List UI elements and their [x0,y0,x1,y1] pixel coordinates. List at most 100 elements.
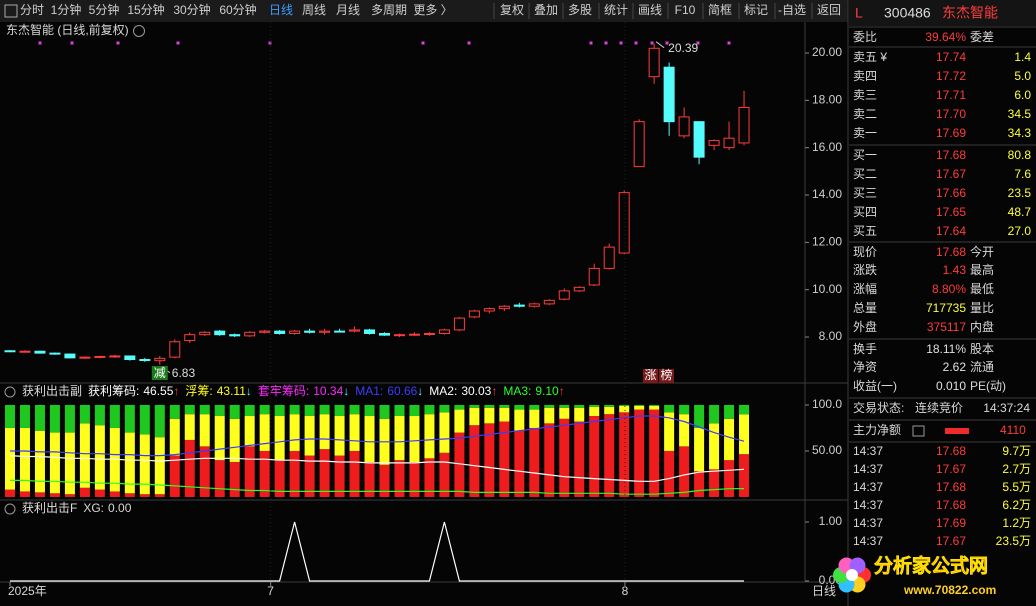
trade-time: 14:37 [853,480,883,494]
stat-label: 股本 [970,342,994,356]
toolbar-button[interactable]: 多股 [568,3,592,17]
toolbar-button[interactable]: 5分钟 [89,2,120,17]
stat-value: 717735 [926,301,966,315]
stacked-bar [304,404,315,417]
toolbar-button[interactable]: 标记 [744,3,768,17]
stacked-bar [649,409,660,497]
stacked-bar [739,454,750,497]
flow-icon[interactable] [912,425,925,437]
signal-dot [634,41,638,45]
x-tick-label: 8 [622,584,629,598]
stacked-bar [124,404,135,433]
stat-label: PE(动) [970,379,1006,393]
candle-body [573,286,585,292]
stacked-bar [19,491,30,497]
toolbar-button[interactable]: 复权 [500,3,524,17]
stacked-bar [169,455,180,497]
book-label: 买一 [853,148,877,162]
candle-body [528,303,540,307]
candle-body [124,355,136,361]
stacked-bar [274,404,285,417]
menu-icon[interactable] [4,4,18,18]
stacked-bar [499,407,510,422]
stacked-bar [274,460,285,497]
book-price: 17.65 [936,205,966,219]
stacked-bar [409,404,420,417]
legend-value: 30.03 [461,384,491,398]
stacked-bar [244,404,255,417]
candle-body [738,106,750,144]
signal-dot [70,41,74,45]
book-price: 17.66 [936,186,966,200]
candle-body [453,317,465,331]
book-price: 17.69 [936,126,966,140]
trade-volume: 2.7万 [1002,462,1031,476]
stock-code: 300486 [884,5,931,21]
legend-value: 60.66 [387,384,417,398]
candle-body [663,66,675,123]
dropdown-icon[interactable] [133,25,145,37]
toolbar-button[interactable]: 更多 〉 [413,3,452,17]
stacked-bar [274,416,285,461]
stacked-bar [49,493,60,497]
toolbar-button[interactable]: 叠加 [534,3,558,17]
toolbar-button[interactable]: 30分钟 [173,2,210,17]
toolbar-button[interactable]: 周线 [302,3,326,17]
toolbar-button[interactable]: 画线 [638,3,662,17]
stacked-bar [259,404,270,415]
stacked-bar [514,404,525,410]
trade-time: 14:37 [853,444,883,458]
candle-body [603,246,615,269]
candle-body [184,334,196,342]
candle-body [259,330,271,333]
legend-value: 43.11 [217,384,246,398]
candle-body [154,357,166,362]
candle-body [49,352,61,355]
indicator-title: 获利出击副 [22,384,82,398]
status-time: 14:37:24 [983,401,1030,415]
legend-trend: ↑ [173,384,179,398]
stacked-bar [154,494,165,497]
book-volume: 80.8 [1008,148,1032,162]
toolbar-button[interactable]: 多周期 [371,3,407,17]
toolbar-button[interactable]: 统计 [604,3,628,17]
indicator-icon[interactable] [4,386,16,398]
stacked-bar [709,469,720,497]
toolbar-button[interactable]: 简框 [708,3,732,17]
stacked-bar [319,449,330,497]
toolbar-button[interactable]: -自选 [778,3,806,17]
toolbar-button[interactable]: 月线 [336,3,360,17]
signal-box [643,369,658,383]
toolbar-button[interactable]: 返回 [817,3,841,17]
toolbar-button[interactable]: 15分钟 [127,2,164,17]
stacked-bar [529,427,540,497]
stat-label: 涨跌 [853,262,877,277]
candle-body [693,121,705,158]
toolbar-button[interactable]: 60分钟 [219,2,256,17]
toolbar [0,0,848,22]
signal-label: 榜 [660,367,672,382]
stat-value: 2.62 [943,360,967,374]
stacked-bar [229,462,240,497]
signal-dot [38,41,42,45]
stacked-bar [199,446,210,497]
watermark-name: 分析家公式网 [874,554,988,577]
x-tick-label: 7 [267,584,274,598]
stat-label: 今开 [970,244,994,259]
toolbar-button[interactable]: 1分钟 [51,2,82,17]
indicator-icon[interactable] [4,503,16,515]
trade-volume: 1.2万 [1002,516,1031,530]
toolbar-button[interactable]: 分时 [20,3,44,17]
stacked-bar [349,450,360,497]
legend-name: MA2: [429,384,457,398]
stacked-bar [649,404,660,406]
stacked-bar [409,416,420,463]
indicator-line [9,455,745,482]
toolbar-button[interactable]: F10 [675,3,696,17]
stacked-bar [574,421,585,497]
toolbar-button[interactable]: 日线 [269,3,293,17]
stacked-bar [394,416,405,461]
legend-name: MA1: [355,384,383,398]
candle-body [4,350,16,353]
